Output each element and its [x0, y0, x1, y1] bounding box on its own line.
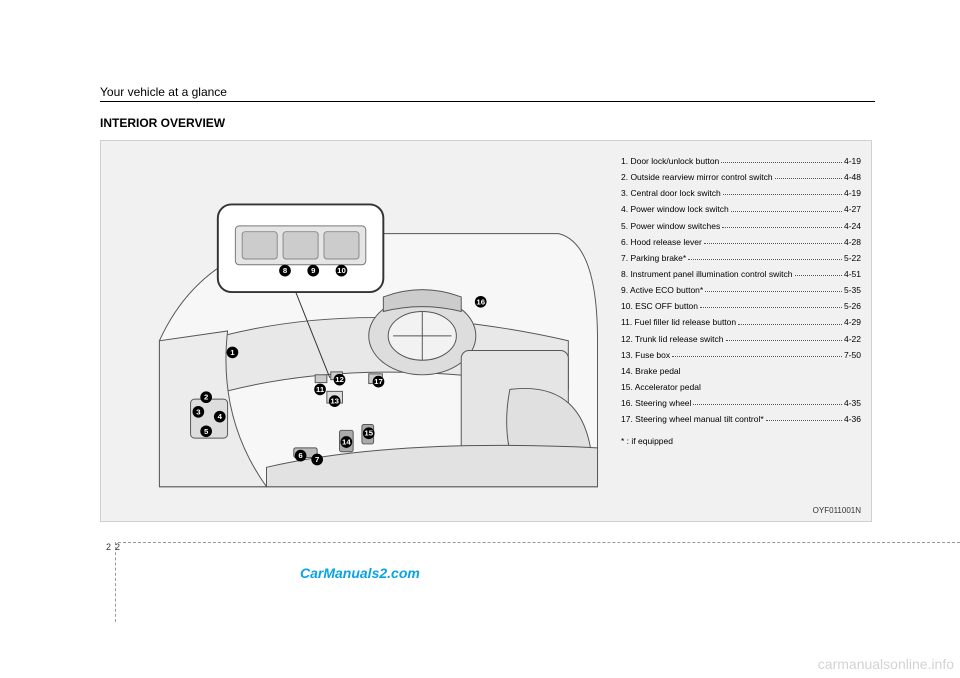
legend-item-ref: 4-24 — [844, 218, 861, 234]
legend-item-ref: 4-51 — [844, 266, 861, 282]
legend-item: 6. Hood release lever 4-28 — [621, 234, 861, 250]
legend-item-ref: 4-29 — [844, 314, 861, 330]
legend-item: 2. Outside rearview mirror control switc… — [621, 169, 861, 185]
legend-item-label: 9. Active ECO button* — [621, 282, 703, 298]
legend-item-dots — [731, 211, 842, 212]
legend-item-ref: 7-50 — [844, 347, 861, 363]
legend-item-dots — [704, 243, 842, 244]
legend-item-ref: 5-26 — [844, 298, 861, 314]
callout-number: 2 — [204, 393, 209, 402]
callout-number: 8 — [283, 266, 288, 275]
legend-item-ref: 5-22 — [844, 250, 861, 266]
content-box: 1234567891011121314151617 1. Door lock/u… — [100, 140, 872, 522]
legend-item: 3. Central door lock switch 4-19 — [621, 185, 861, 201]
legend-item: 7. Parking brake* 5-22 — [621, 250, 861, 266]
legend-item: 17. Steering wheel manual tilt control* … — [621, 411, 861, 427]
callout-number: 4 — [218, 412, 223, 421]
legend-item-label: 1. Door lock/unlock button — [621, 153, 719, 169]
image-code: OYF011001N — [813, 506, 861, 515]
legend-item-label: 13. Fuse box — [621, 347, 670, 363]
legend-item-dots — [672, 356, 842, 357]
legend-item: 13. Fuse box 7-50 — [621, 347, 861, 363]
legend-item-dots — [738, 324, 842, 325]
legend-item: 4. Power window lock switch 4-27 — [621, 201, 861, 217]
legend-item-dots — [795, 275, 842, 276]
legend-item-label: 11. Fuel filler lid release button — [621, 314, 736, 330]
section-title: INTERIOR OVERVIEW — [100, 116, 875, 130]
legend-item-ref: 4-27 — [844, 201, 861, 217]
legend-item-label: 7. Parking brake* — [621, 250, 686, 266]
legend-item-ref: 4-36 — [844, 411, 861, 427]
callout-number: 5 — [204, 427, 209, 436]
interior-figure: 1234567891011121314151617 — [101, 141, 617, 521]
callout-number: 11 — [316, 385, 325, 394]
callout-number: 14 — [342, 437, 351, 446]
legend-item-dots — [700, 307, 842, 308]
callout-number: 12 — [335, 375, 344, 384]
legend-item-ref: 4-28 — [844, 234, 861, 250]
callout-number: 17 — [374, 377, 383, 386]
legend-item: 5. Power window switches 4-24 — [621, 218, 861, 234]
legend-item: 10. ESC OFF button 5-26 — [621, 298, 861, 314]
legend-item-label: 2. Outside rearview mirror control switc… — [621, 169, 773, 185]
legend-item: 15. Accelerator pedal — [621, 379, 861, 395]
legend-item-ref: 4-19 — [844, 185, 861, 201]
brand-watermark: CarManuals2.com — [300, 565, 420, 581]
callout-number: 7 — [315, 455, 319, 464]
legend-item: 14. Brake pedal — [621, 363, 861, 379]
callout-number: 3 — [196, 407, 201, 416]
legend-item-dots — [766, 420, 842, 421]
legend-item-label: 3. Central door lock switch — [621, 185, 721, 201]
legend-item-label: 12. Trunk lid release switch — [621, 331, 724, 347]
legend-item-dots — [775, 178, 842, 179]
callout-number: 1 — [230, 348, 235, 357]
legend-item: 11. Fuel filler lid release button 4-29 — [621, 314, 861, 330]
legend-item-dots — [693, 404, 842, 405]
legend-item-dots — [705, 291, 842, 292]
callout-number: 10 — [337, 266, 346, 275]
site-watermark: carmanualsonline.info — [818, 656, 954, 672]
legend-item-ref: 4-35 — [844, 395, 861, 411]
legend-item: 8. Instrument panel illumination control… — [621, 266, 861, 282]
legend-item-label: 8. Instrument panel illumination control… — [621, 266, 793, 282]
chapter-number: 2 — [106, 542, 111, 552]
callout-number: 15 — [364, 429, 373, 438]
page-number: 2 — [115, 542, 120, 552]
legend-item-label: 16. Steering wheel — [621, 395, 691, 411]
legend-item-ref: 4-22 — [844, 331, 861, 347]
legend-item-label: 5. Power window switches — [621, 218, 720, 234]
callout-number: 16 — [476, 297, 485, 306]
legend-item: 1. Door lock/unlock button 4-19 — [621, 153, 861, 169]
legend-item-label: 10. ESC OFF button — [621, 298, 698, 314]
page-header: Your vehicle at a glance — [100, 85, 875, 102]
legend-item: 16. Steering wheel 4-35 — [621, 395, 861, 411]
legend-item-dots — [722, 227, 842, 228]
callout-number: 6 — [298, 451, 303, 460]
callout-number: 13 — [330, 397, 339, 406]
footer-rule — [118, 542, 960, 543]
legend-item: 12. Trunk lid release switch 4-22 — [621, 331, 861, 347]
legend-footnote: * : if equipped — [621, 433, 861, 449]
page-numbers: 2 2 — [106, 542, 120, 552]
legend-item-label: 17. Steering wheel manual tilt control* — [621, 411, 764, 427]
legend-item-ref: 4-48 — [844, 169, 861, 185]
legend-item-ref: 4-19 — [844, 153, 861, 169]
legend-list: 1. Door lock/unlock button 4-192. Outsid… — [617, 141, 871, 521]
footer-rule-vertical — [115, 542, 116, 622]
legend-item-ref: 5-35 — [844, 282, 861, 298]
legend-item-label: 14. Brake pedal — [621, 363, 681, 379]
legend-item-dots — [726, 340, 842, 341]
legend-item-dots — [723, 194, 842, 195]
legend-item-dots — [721, 162, 842, 163]
callout-number: 9 — [311, 266, 316, 275]
legend-item-label: 6. Hood release lever — [621, 234, 702, 250]
legend-item-label: 15. Accelerator pedal — [621, 379, 701, 395]
legend-item: 9. Active ECO button* 5-35 — [621, 282, 861, 298]
legend-item-dots — [688, 259, 842, 260]
legend-item-label: 4. Power window lock switch — [621, 201, 729, 217]
